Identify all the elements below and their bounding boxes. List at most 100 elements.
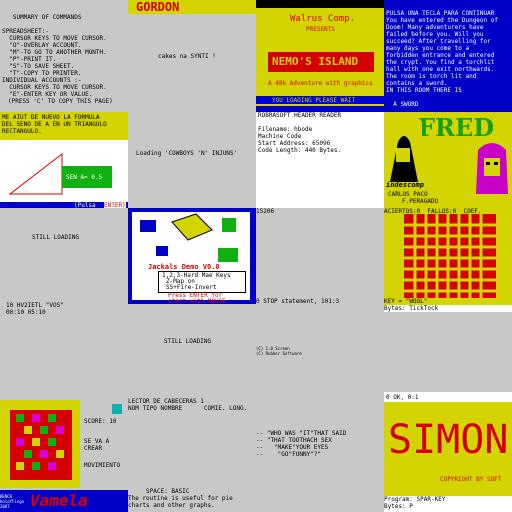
header-reader-text-line [258, 119, 341, 126]
tile-jackals-demo: Jackals Demo V0.0 1,2,3-Hard Mae Keys Z-… [128, 208, 256, 304]
tile-cakes: cakes na SYNTI ! [128, 40, 256, 70]
still-loading-1: STILL LOADING [32, 234, 79, 241]
dungeon-text-line: many days you come to a [386, 45, 470, 52]
spar-key-text: Program: SPAR-KEY Bytes: P [384, 496, 445, 510]
toothache-text-line: -- "WHO WAS "IT"THAT SAID [256, 430, 347, 437]
nemo-loading: YOU LOADING PLEASE WAIT [272, 97, 356, 104]
tile-puzzle-board: SCORE: 10 SE VA A CREAR MOVIMIENTO [0, 400, 128, 488]
puzzle-score: SCORE: 10 [84, 418, 117, 425]
spreadsheet-commands-line [2, 21, 107, 28]
header-reader-2-text-line: LECTOR DE CABECERAS 1 [128, 398, 204, 405]
puzzle-text: SE VA A CREAR [84, 438, 109, 452]
header-reader-text-line: Machine Code [258, 133, 302, 140]
sphinx-icon [384, 122, 422, 192]
line-15206: 15206 [256, 208, 275, 215]
dungeon-text-line: failed before you. Will you [386, 31, 484, 38]
header-reader-text: ROBRASOFT HEADER READER Filename: hbode M… [258, 112, 341, 154]
triangle-text-line: RECTANGULO. [2, 128, 42, 135]
fred-company: indescomp [386, 181, 424, 189]
hv2ietl-text-line: 10 HV2IETL "VOS" [6, 302, 64, 309]
pie-charts-text: SPACE: BASIC The routine is useful for pi… [128, 488, 233, 509]
tile-stop-statement: 0 STOP statement, 101:3 [256, 296, 384, 308]
rubber-text-line: (C) 1.0 Screen [256, 346, 290, 351]
tile-quiz-grid: ACIERTOS:0 FALLOS:0 COEF. KEY = "WOOL" B… [384, 208, 512, 312]
simon-top: 0 OK, 0:1 [386, 394, 419, 401]
tile-header-reader-2: LECTOR DE CABECERAS 1 NOM TIPO NOMBRE COM… [128, 398, 256, 418]
fred-authors2: F.PERAGADO [402, 198, 439, 205]
tile-vamela: BENCH kolofFingo 2007 Vamela [0, 490, 128, 512]
vamela-text-line: 2007 [0, 504, 10, 509]
tile-spar-key: Program: SPAR-KEY Bytes: P [384, 496, 512, 512]
header-reader-2-text-line: NOM TIPO NOMBRE COMIE. LONG. [128, 405, 248, 412]
dungeon-text: PULSA UNA TECLA PARA CONTINUAR You have e… [386, 10, 498, 112]
dungeon-text-line: the crypt. You find a torchlit [386, 59, 495, 66]
tile-still-loading-2: STILL LOADING [128, 336, 256, 352]
copy-page-hint: (PRESS 'C' TO COPY THIS PAGE) [8, 98, 113, 105]
header-reader-text-line: ROBRASOFT HEADER READER [258, 112, 342, 119]
header-reader-text-line: Start Address: 65096 [258, 140, 331, 147]
spreadsheet-commands-line: "S"-TO SAVE SHEET. [2, 63, 75, 70]
fred-authors: CARLOS PACO [388, 191, 428, 198]
tile-header-reader: ROBRASOFT HEADER READER Filename: hbode M… [256, 112, 384, 208]
nemo-loading-bar [256, 96, 384, 104]
spreadsheet-commands-line: "O"-OVERLAY ACCOUNT. [2, 42, 82, 49]
dungeon-text-line: contains a sword. [386, 80, 448, 87]
jackals-line5: start with MOUSE [168, 298, 226, 304]
tile-toothache: -- "WHO WAS "IT"THAT SAID -- "THAT TOOTHA… [256, 430, 384, 470]
pie-charts-text-line: The routine is useful for pie [128, 495, 233, 502]
toothache-text-line: -- "GO"FUNNY"?" [256, 451, 322, 458]
triangle-header [0, 112, 128, 140]
spreadsheet-commands-line: CURSOR KEYS TO MOVE CURSOR. [2, 84, 107, 91]
pharaoh-icon [476, 143, 508, 194]
quiz-bottom: KEY = "WOOL" [384, 298, 428, 305]
vamela-text: BENCH kolofFingo 2007 [0, 494, 24, 509]
triangle-text-line: DEL SENO DE A EN UN TRIANGULO [2, 121, 107, 128]
vamela-text-line: kolofFingo [0, 499, 25, 504]
dungeon-text-line: forbidden entrance and entered [386, 52, 495, 59]
spreadsheet-commands-line: "P"-PRINT IT. [2, 56, 57, 63]
jackals-line4: Press ENTER for [168, 292, 223, 299]
spar-key-text-line: Program: SPAR-KEY [384, 496, 446, 503]
jackals-line1: 1,2,3-Hard Mae Keys [162, 272, 231, 279]
puzzle-move: MOVIMIENTO [84, 462, 121, 469]
triangle-footer-key: ENTER) [104, 202, 126, 208]
puzzle-text-line: CREAR [84, 445, 103, 452]
simon-copy: COPYRIGHT BY SOFT [440, 476, 502, 483]
dungeon-text-line [386, 94, 498, 101]
quiz-top: ACIERTOS:0 FALLOS:0 COEF. [384, 208, 482, 215]
jackals-line2: Z-Map on [166, 278, 195, 285]
dungeon-text-line: PULSA UNA TECLA PARA CONTINUAR [386, 10, 495, 17]
tile-15206: 15206 [256, 208, 384, 228]
tile-dungeon-adventure: PULSA UNA TECLA PARA CONTINUAR You have e… [384, 0, 512, 112]
spar-key-text-line: Bytes: P [384, 503, 413, 510]
dungeon-text-line: IN THIS ROOM THERE IS [386, 87, 462, 94]
tile-triangle: ME AIUT DE NUEVO LA FORMULA DEL SENO DE A… [0, 112, 128, 208]
header-reader-text-line: Filename: hbode [258, 126, 313, 133]
simon-title: SIMON [388, 417, 509, 463]
tile-still-loading-1: STILL LOADING [0, 230, 128, 250]
rubber-text-line: (C) Rubber Software [256, 351, 302, 356]
tile-hv2ietl: 10 HV2IETL "VOS" 00:10 05:10 [0, 302, 128, 322]
pie-charts-text-line: charts and other graphs. [128, 502, 215, 509]
triangle-diagram [8, 152, 63, 195]
still-loading-2: STILL LOADING [164, 338, 211, 345]
spreadsheet-commands-line: INDIVIDUAL ACCOUNTS :- [2, 77, 82, 84]
triangle-text-line: ME AIUT DE NUEVO LA FORMULA [2, 114, 100, 121]
simon-top-bar [384, 392, 512, 402]
vamela-text-line: BENCH [0, 494, 13, 499]
nemo-title: NEMO'S ISLAND [272, 55, 359, 68]
spreadsheet-commands-line: CURSOR KEYS TO MOVE CURSOR. [2, 35, 107, 42]
stop-statement: 0 STOP statement, 101:3 [256, 298, 340, 305]
jackals-map-art [140, 213, 238, 262]
jackals-keys-box [158, 271, 246, 293]
cowboys-text: Loading 'COWBOYS 'N' INJUNS' [136, 150, 237, 157]
rubber-text: (C) 1.0 Screen (C) Rubber Software [256, 346, 302, 356]
hv2ietl-text-line: 00:10 05:10 [6, 309, 46, 316]
tile-pie-charts: SPACE: BASIC The routine is useful for pi… [128, 488, 256, 512]
dungeon-text-line: The room is torch lit and [386, 73, 477, 80]
tile-fred: FRED indescomp CARLOS PACO F.PERAGADO [384, 112, 512, 208]
spreadsheet-commands-line: "T"-COPY TO PRINTER. [2, 70, 82, 77]
tile-simon: 0 OK, 0:1 SIMON COPYRIGHT BY SOFT [384, 392, 512, 512]
cowboys-text-line: Loading 'COWBOYS 'N' INJUNS' [136, 150, 238, 157]
